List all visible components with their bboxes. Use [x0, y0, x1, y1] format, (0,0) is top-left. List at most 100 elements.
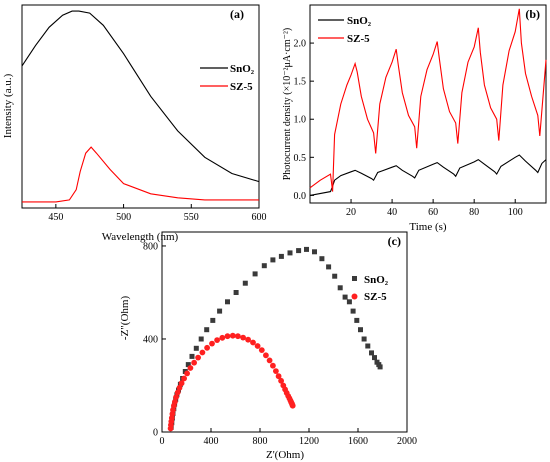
- panel-c-point-sno2: [312, 249, 317, 255]
- panel-c-point-sz5: [235, 333, 241, 340]
- panel-b-photocurrent: 20 40 60 80 100 0.0 0.5 1.0 1.5 2.0 (b) Time (s)…: [282, 4, 547, 233]
- panel-c-legend-label-sz5: SZ-5: [364, 291, 387, 303]
- panel-c-point-sno2: [361, 336, 367, 342]
- panel-c-point-sno2: [319, 256, 325, 262]
- panel-c-point-sno2: [270, 257, 276, 263]
- panel-c-x-tick-label: 800: [253, 436, 268, 447]
- panel-c-x-axis-label: Z'(Ohm): [266, 449, 304, 461]
- panel-c-point-sno2: [204, 327, 210, 333]
- panel-b-x-tick-label: 60: [428, 207, 438, 218]
- panel-c-x-tick-label: 2000: [397, 436, 417, 447]
- panel-a-x-tick-label: 500: [116, 212, 131, 223]
- panel-c-point-sno2: [304, 246, 309, 252]
- panel-a-y-axis-label: Intensity (a.u.): [2, 73, 14, 138]
- panel-c-point-sz5: [191, 359, 198, 366]
- panel-c-point-sno2: [252, 271, 258, 277]
- panel-c-frame: [161, 231, 408, 433]
- panel-c-point-sz5: [181, 375, 188, 382]
- panel-b-x-ticks: 20 40 60 80 100: [346, 199, 523, 218]
- panel-c-y-tick-label: 400: [143, 334, 158, 345]
- panel-c-point-sno2: [346, 299, 352, 305]
- panel-c-point-sno2: [225, 299, 230, 305]
- panel-c-series-points: [167, 246, 383, 432]
- panel-c-y-tick-label: 800: [143, 241, 158, 252]
- panel-b-legend-label-sno2: SnO₂: [347, 15, 372, 27]
- panel-c-point-sz5: [289, 402, 296, 409]
- panel-a-x-tick-label: 550: [184, 212, 199, 223]
- panel-c-point-sz5: [219, 334, 226, 341]
- panel-b-y-tick-label: 0.5: [294, 153, 307, 164]
- panel-c-x-ticks: 0 400 800 1200 1600 2000: [160, 428, 417, 447]
- panel-c-point-sz5: [209, 340, 215, 347]
- panel-a-legend-label-sno2: SnO₂: [230, 63, 255, 75]
- panel-c-point-sz5: [278, 377, 284, 384]
- panel-b-legend: SnO₂ SZ-5: [318, 15, 372, 45]
- panel-c-point-sno2: [337, 285, 343, 291]
- panel-b-y-tick-label: 0.0: [294, 191, 307, 202]
- panel-c-y-tick-label: 0: [153, 428, 158, 439]
- panel-c-point-sno2: [326, 264, 332, 270]
- panel-c-point-sno2: [233, 290, 239, 295]
- panel-c-point-sz5: [199, 349, 206, 356]
- panel-c-label: (c): [388, 234, 401, 248]
- panel-c-point-sz5: [174, 389, 181, 396]
- panel-c-legend-marker-sno2: [352, 276, 357, 281]
- panel-a-series-line-0: [21, 10, 260, 183]
- panel-c-point-sno2: [193, 345, 199, 351]
- panel-c-point-sz5: [173, 394, 180, 400]
- panel-c-x-tick-label: 400: [204, 436, 219, 447]
- panel-c-point-sno2: [185, 362, 191, 368]
- panel-c-point-sno2: [287, 250, 293, 256]
- panel-c-point-sno2: [189, 353, 195, 359]
- panel-a-series-line-1: [22, 146, 259, 203]
- panel-a-series-lines: [21, 10, 260, 203]
- panel-c-point-sz5: [172, 398, 178, 405]
- panel-c-point-sno2: [261, 263, 267, 269]
- panel-c-legend-label-sno2: SnO₂: [364, 274, 389, 286]
- panel-b-x-tick-label: 40: [387, 207, 397, 218]
- panel-a-x-ticks: 450 500 550 600: [48, 204, 267, 223]
- panel-c-point-sz5: [258, 347, 265, 353]
- panel-b-y-tick-label: 2.0: [294, 39, 307, 50]
- panel-a-legend: SnO₂ SZ-5: [200, 63, 255, 93]
- panel-a-x-tick-label: 450: [48, 212, 63, 223]
- panel-c-point-sz5: [195, 354, 202, 361]
- panel-c-point-sz5: [270, 362, 276, 369]
- panel-c-point-sz5: [266, 357, 273, 364]
- panel-c-point-sno2: [296, 248, 302, 254]
- panel-b-x-tick-label: 100: [508, 207, 523, 218]
- panel-b-series-lines: [309, 8, 547, 196]
- panel-c-legend: SnO₂ SZ-5: [351, 274, 389, 303]
- panel-c-x-tick-label: 0: [160, 436, 165, 447]
- panel-a-label: (a): [230, 7, 244, 21]
- panel-c-point-sno2: [210, 317, 216, 323]
- panel-b-x-axis-label: Time (s): [409, 221, 447, 233]
- panel-c-point-sz5: [263, 352, 269, 359]
- panel-c-point-sz5: [275, 373, 282, 380]
- panel-b-y-axis-label: Photocurrent density (×10⁻²μA·cm⁻²): [282, 28, 293, 181]
- panel-b-legend-label-sz5: SZ-5: [347, 33, 370, 45]
- panel-c-point-sz5: [224, 333, 231, 340]
- panel-c-x-tick-label: 1600: [348, 436, 368, 447]
- panel-c-point-sz5: [187, 365, 194, 371]
- panel-c-point-sno2: [358, 327, 363, 333]
- panel-b-y-tick-label: 1.5: [294, 77, 307, 88]
- panel-c-y-axis-label: -Z"(Ohm): [119, 296, 131, 341]
- panel-c-point-sz5: [250, 339, 256, 346]
- panel-a-frame: [21, 4, 260, 209]
- panel-c-point-sno2: [278, 253, 284, 259]
- panel-c-point-sno2: [342, 294, 348, 300]
- panel-a-x-axis-label: Wavelength (nm): [102, 231, 179, 243]
- panel-c-point-sz5: [204, 344, 211, 351]
- panel-c-point-sz5: [184, 370, 191, 377]
- panel-c-point-sz5: [214, 337, 221, 343]
- panel-c-point-sno2: [198, 336, 204, 342]
- panel-c-legend-marker-sz5: [351, 293, 358, 300]
- panel-c-point-sz5: [245, 336, 252, 343]
- panel-c-point-sz5: [229, 332, 236, 339]
- panel-c-point-sz5: [254, 343, 261, 349]
- panel-a-legend-label-sz5: SZ-5: [230, 81, 253, 93]
- panel-c-point-sno2: [372, 355, 377, 361]
